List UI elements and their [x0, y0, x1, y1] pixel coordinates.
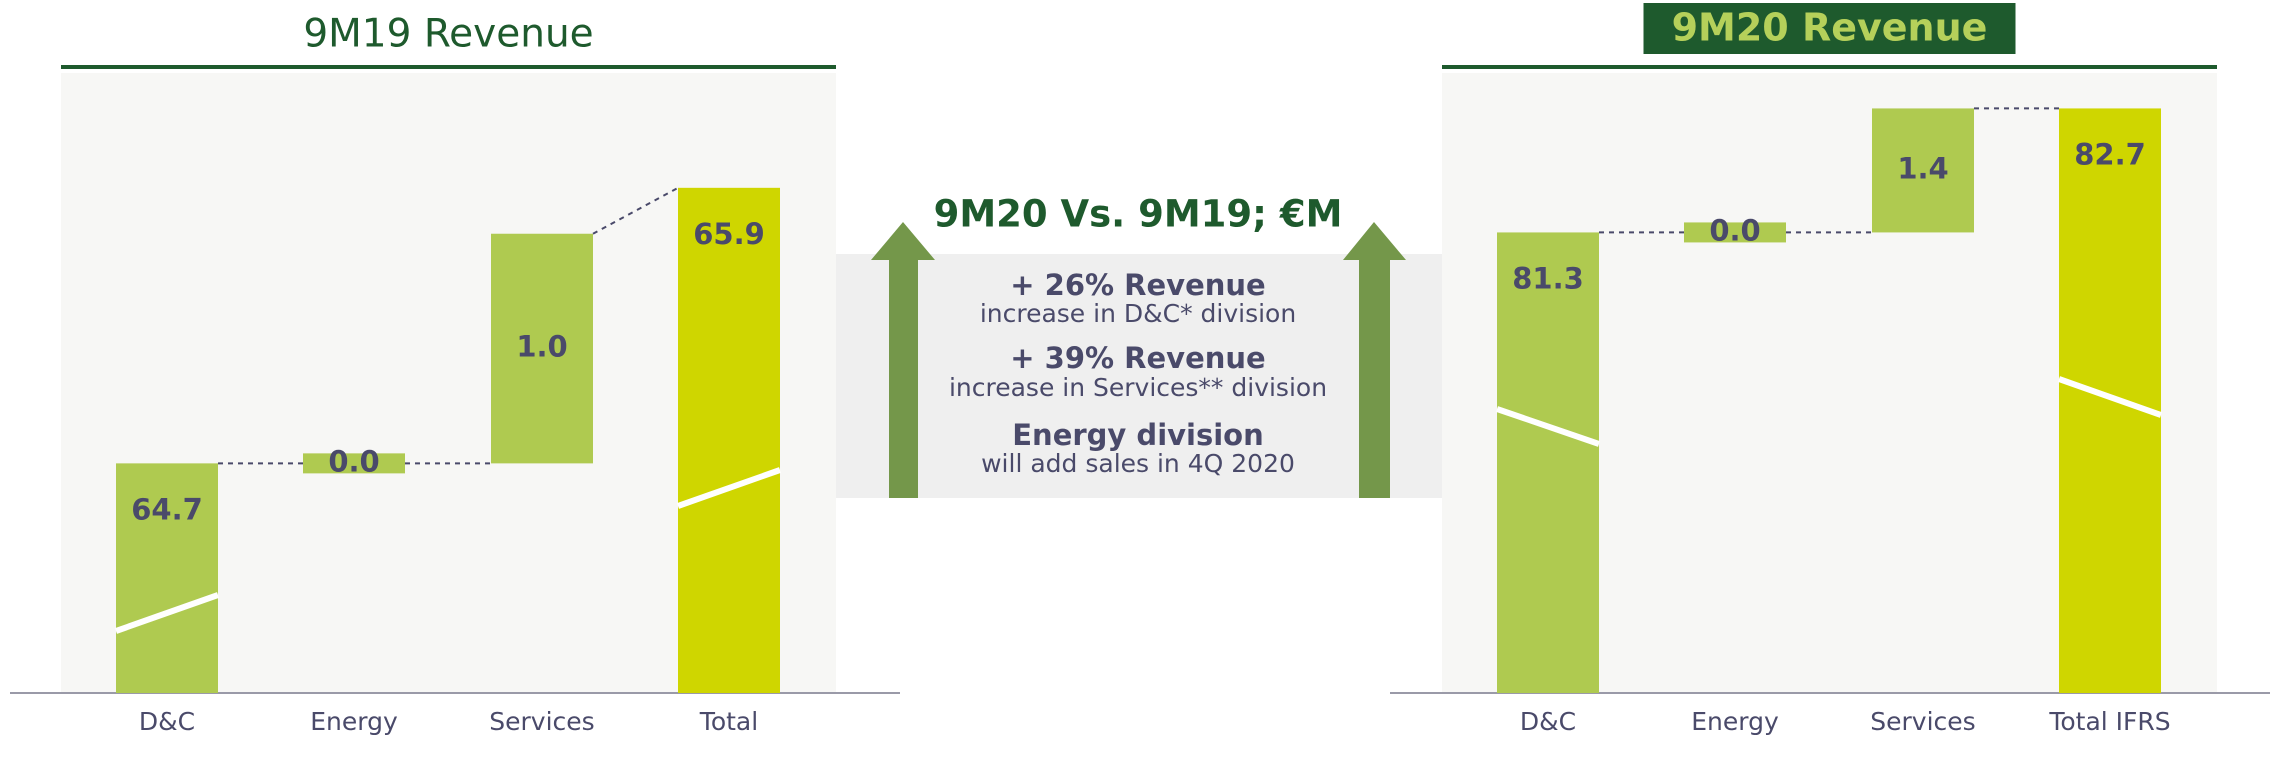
x-tick-label: Services [489, 707, 595, 736]
bar [1872, 108, 1974, 233]
panel-headline: + 26% Revenue [1010, 268, 1265, 302]
x-tick-label: Energy [310, 707, 398, 736]
bar [491, 233, 593, 464]
value-label: 64.7 [131, 492, 203, 526]
connector [592, 186, 679, 235]
x-tick-label: Total IFRS [2049, 707, 2171, 736]
x-tick-label: Energy [1691, 707, 1779, 736]
panel-text: increase in D&C* division [980, 299, 1296, 328]
value-label: 81.3 [1512, 261, 1584, 295]
panel-text: increase in Services** division [949, 373, 1327, 402]
total-bar [678, 187, 780, 693]
x-tick-label: Services [1870, 707, 1976, 736]
value-label: 1.4 [1897, 151, 1948, 185]
value-label: 1.0 [516, 330, 567, 364]
chart-title: 9M19 Revenue [303, 12, 593, 57]
arrow [871, 222, 935, 498]
panel-headline: Energy division [1012, 418, 1264, 452]
x-tick-label: D&C [138, 707, 196, 736]
panel-headline: + 39% Revenue [1010, 341, 1265, 375]
value-label: 82.7 [2074, 137, 2146, 171]
title-box [1643, 3, 2016, 54]
panel-title: 9M20 Vs. 9M19; €M [934, 193, 1343, 236]
chart-title: 9M20 Revenue [1672, 6, 1988, 50]
arrow [1343, 222, 1406, 498]
value-label: 0.0 [328, 444, 379, 478]
axis-break [2058, 376, 2162, 418]
bar [1684, 222, 1786, 243]
axis-break [1496, 406, 1600, 447]
axis-break [677, 467, 781, 509]
value-label: 0.0 [1709, 213, 1760, 247]
total-bar [2059, 108, 2161, 693]
comparison-panel [816, 254, 1462, 498]
bar [116, 463, 218, 693]
x-tick-label: Total [699, 707, 759, 736]
panel-text: will add sales in 4Q 2020 [981, 449, 1295, 478]
axis-break [115, 592, 219, 634]
bar [303, 453, 405, 474]
x-tick-label: D&C [1519, 707, 1577, 736]
value-label: 65.9 [693, 217, 765, 251]
bar [1497, 232, 1599, 693]
